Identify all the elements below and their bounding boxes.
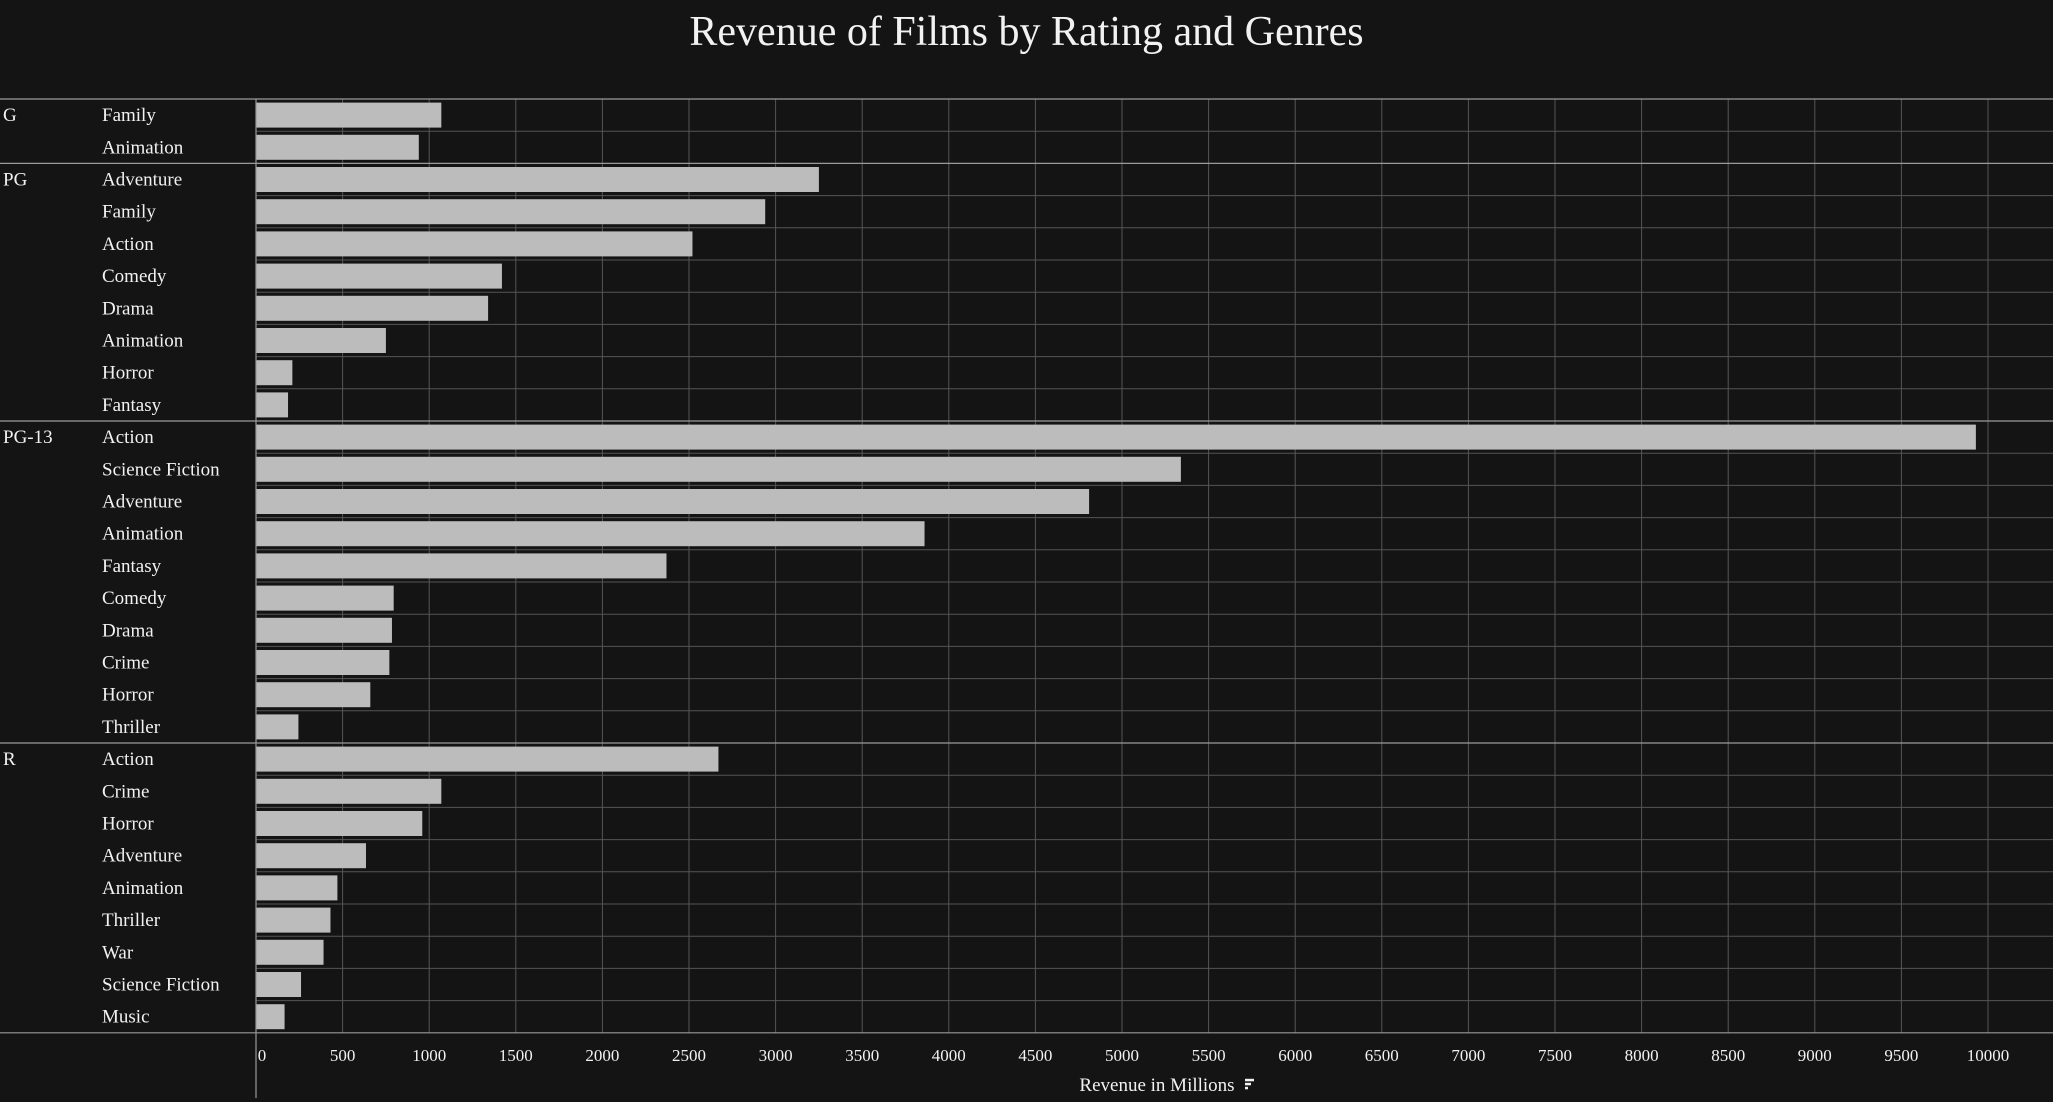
- bar: [256, 102, 442, 128]
- x-tick-label: 7500: [1538, 1046, 1572, 1065]
- sort-icon-bar: [1245, 1082, 1251, 1086]
- rating-label: G: [3, 105, 17, 126]
- genre-label: Family: [102, 202, 156, 223]
- x-tick-label: 4000: [932, 1046, 966, 1065]
- bar: [256, 585, 394, 611]
- x-tick-label: 3000: [759, 1046, 793, 1065]
- bar: [256, 972, 302, 997]
- bar: [256, 843, 366, 869]
- genre-label: Horror: [102, 363, 154, 384]
- bar: [256, 328, 386, 353]
- x-tick-label: 3500: [845, 1046, 879, 1065]
- genre-label: Action: [102, 749, 154, 770]
- x-tick-label: 9500: [1884, 1046, 1918, 1065]
- bar: [256, 875, 338, 901]
- genre-label: Animation: [102, 524, 184, 545]
- genre-label: War: [102, 942, 134, 963]
- bar: [256, 1004, 285, 1030]
- genre-label: Action: [102, 427, 154, 448]
- genre-label: Comedy: [102, 588, 167, 609]
- genre-label: Family: [102, 105, 156, 126]
- genre-label: Music: [102, 1007, 150, 1028]
- genre-label: Adventure: [102, 492, 182, 513]
- genre-label: Action: [102, 234, 154, 255]
- genre-label: Drama: [102, 620, 154, 641]
- bar: [256, 617, 392, 643]
- bar: [256, 263, 502, 289]
- genre-label: Fantasy: [102, 556, 162, 577]
- genre-label: Horror: [102, 814, 154, 835]
- bar: [256, 199, 766, 225]
- bar: [256, 231, 693, 257]
- rating-label: R: [3, 749, 16, 770]
- sort-icon-bar: [1245, 1086, 1248, 1090]
- genre-label: Animation: [102, 137, 184, 158]
- x-tick-label: 0: [258, 1046, 267, 1065]
- x-tick-label: 5500: [1192, 1046, 1226, 1065]
- chart-title: Revenue of Films by Rating and Genres: [689, 9, 1364, 55]
- bar: [256, 521, 925, 547]
- genre-label: Drama: [102, 298, 154, 319]
- sort-icon: [1245, 1078, 1254, 1082]
- bar: [256, 392, 289, 418]
- bar: [256, 714, 299, 740]
- bar: [256, 778, 442, 804]
- x-tick-label: 8000: [1625, 1046, 1659, 1065]
- x-tick-label: 10000: [1967, 1046, 2010, 1065]
- genre-label: Adventure: [102, 170, 182, 191]
- genre-label: Crime: [102, 781, 150, 802]
- bar: [256, 553, 667, 579]
- x-tick-label: 1500: [499, 1046, 533, 1065]
- genre-label: Science Fiction: [102, 459, 220, 480]
- genre-label: Crime: [102, 653, 150, 674]
- bar: [256, 650, 390, 675]
- bar: [256, 360, 293, 386]
- genre-label: Fantasy: [102, 395, 162, 416]
- x-tick-label: 4500: [1018, 1046, 1052, 1065]
- x-tick-label: 7000: [1451, 1046, 1485, 1065]
- bar: [256, 295, 489, 321]
- x-tick-label: 2500: [672, 1046, 706, 1065]
- bar: [256, 746, 719, 772]
- bar: [256, 134, 419, 160]
- x-tick-label: 6000: [1278, 1046, 1312, 1065]
- bar: [256, 456, 1181, 482]
- x-axis-title: Revenue in Millions: [1079, 1075, 1234, 1096]
- genre-label: Thriller: [102, 717, 161, 738]
- genre-label: Comedy: [102, 266, 167, 287]
- genre-label: Animation: [102, 878, 184, 899]
- bar: [256, 424, 1976, 450]
- bar: [256, 811, 423, 836]
- bar: [256, 489, 1090, 514]
- genre-label: Adventure: [102, 846, 182, 867]
- genre-label: Animation: [102, 331, 184, 352]
- x-tick-label: 6500: [1365, 1046, 1399, 1065]
- rating-label: PG: [3, 170, 28, 191]
- bar: [256, 167, 819, 192]
- x-tick-label: 2000: [585, 1046, 619, 1065]
- rating-label: PG-13: [3, 427, 53, 448]
- genre-label: Horror: [102, 685, 154, 706]
- genre-label: Science Fiction: [102, 975, 220, 996]
- genre-label: Thriller: [102, 910, 161, 931]
- bar: [256, 939, 324, 965]
- x-tick-label: 9000: [1798, 1046, 1832, 1065]
- bar: [256, 907, 331, 933]
- x-tick-label: 500: [330, 1046, 356, 1065]
- bar: [256, 682, 371, 708]
- x-tick-label: 8500: [1711, 1046, 1745, 1065]
- x-tick-label: 1000: [412, 1046, 446, 1065]
- x-tick-label: 5000: [1105, 1046, 1139, 1065]
